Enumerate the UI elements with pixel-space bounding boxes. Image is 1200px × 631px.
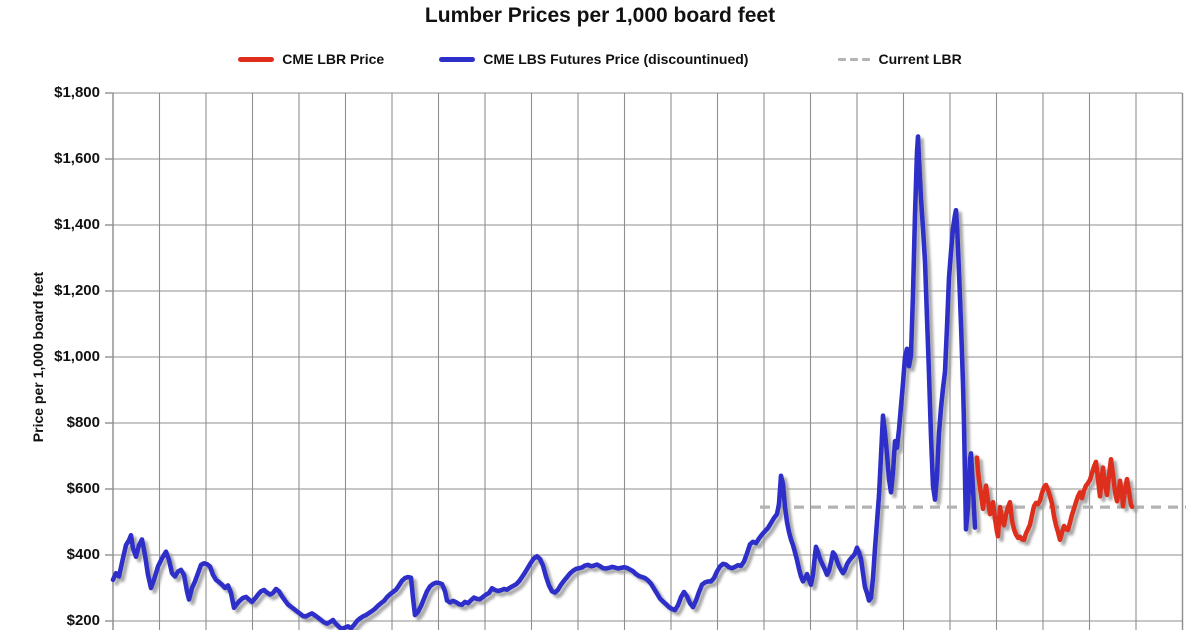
lbr-price-line (974, 455, 1135, 543)
red-line-swatch-icon (238, 56, 275, 62)
y-tick-label: $1,800 (54, 84, 100, 101)
blue-line-swatch-icon (439, 56, 476, 62)
legend-label-lbr-price: CME LBR Price (282, 51, 385, 67)
y-tick-label: $800 (66, 414, 100, 431)
y-tick-label: $600 (66, 480, 100, 497)
gridlines (105, 92, 1184, 630)
y-tick-label: $1,600 (54, 150, 100, 167)
y-tick-label: $1,400 (54, 216, 100, 233)
gray-dashed-swatch-icon (838, 57, 871, 61)
y-tick-label: $1,200 (54, 282, 100, 299)
chart-title: Lumber Prices per 1,000 board feet (424, 4, 776, 27)
series-lines (110, 134, 1186, 630)
legend-item-current-lbr: Current LBR (838, 51, 962, 67)
y-tick-label: $400 (66, 546, 100, 563)
legend-label-lbs-futures: CME LBS Futures Price (discountinued) (483, 51, 749, 67)
legend-item-lbr-price: CME LBR Price (238, 51, 384, 67)
y-tick-label: $200 (66, 612, 100, 629)
y-tick-label: $1,000 (54, 348, 100, 365)
legend-label-current-lbr: Current LBR (878, 51, 962, 67)
legend: CME LBR Price CME LBS Futures Price (dis… (0, 49, 1200, 69)
legend-item-lbs-futures: CME LBS Futures Price (discountinued) (439, 51, 748, 67)
lbs-futures-price-line (110, 134, 978, 630)
